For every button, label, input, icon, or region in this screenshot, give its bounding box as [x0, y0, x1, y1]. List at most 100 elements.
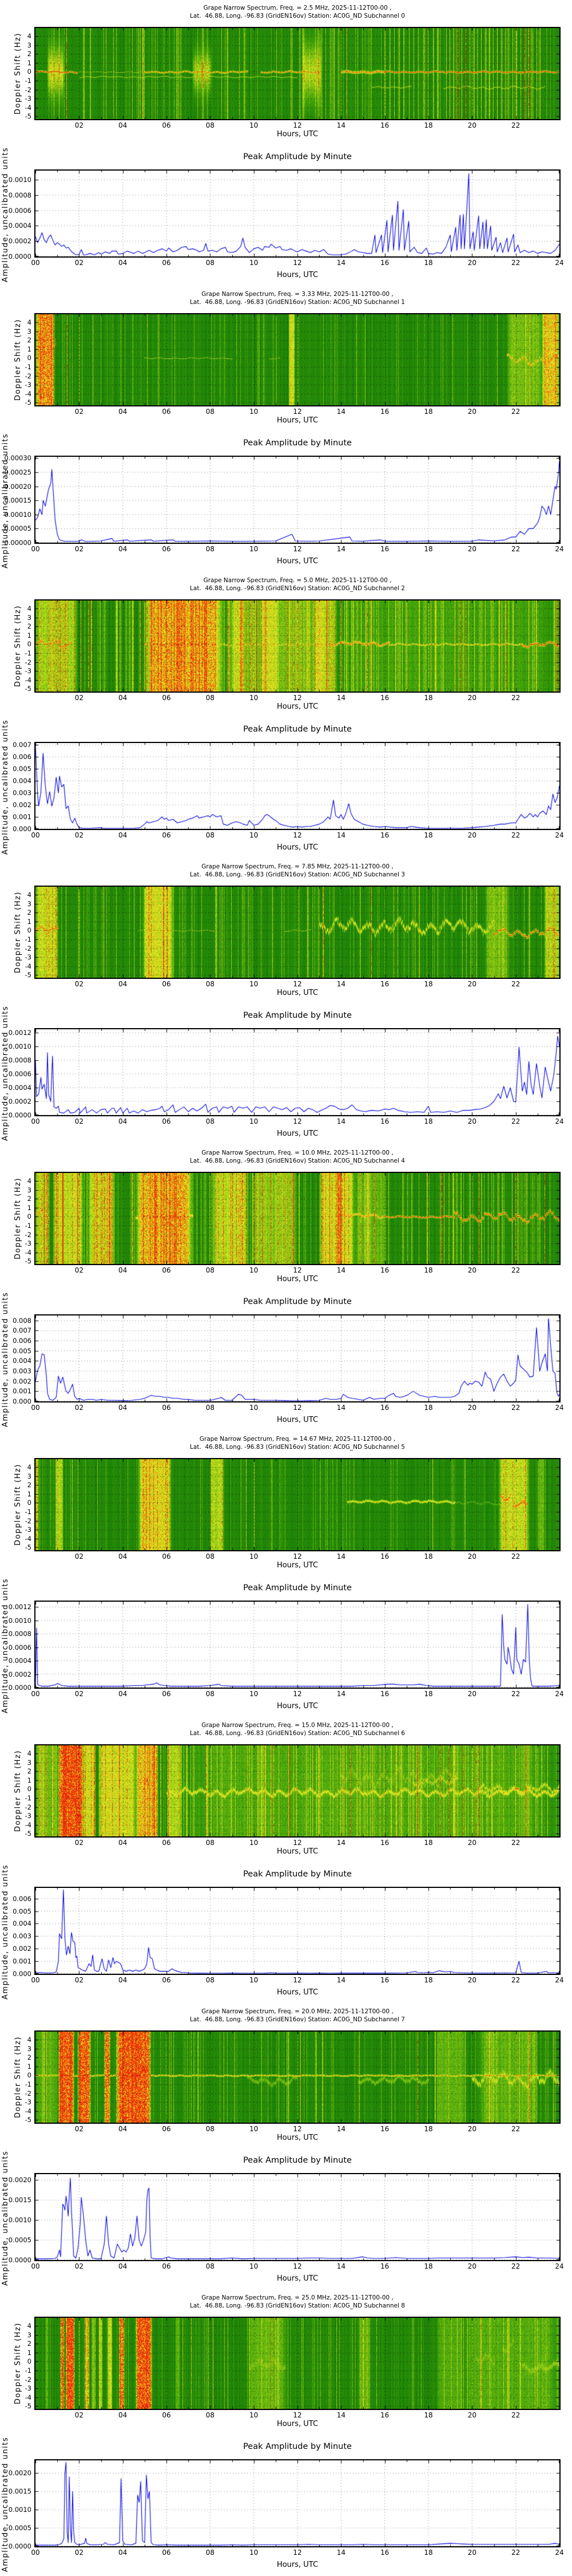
x-tick-label: 16	[380, 831, 390, 839]
x-tick-label: 14	[336, 2549, 345, 2557]
amplitude-line-canvas	[35, 171, 559, 256]
x-tick-label: 08	[205, 545, 214, 553]
amplitude-figure: Peak Amplitude by Minute Amplitude, unca…	[0, 716, 572, 859]
x-tick-label: 14	[336, 980, 345, 988]
x-axis-label: Hours, UTC	[276, 557, 319, 566]
x-tick-label: 04	[118, 1404, 128, 1412]
x-tick-label: 20	[467, 1117, 476, 1125]
spectrogram-figure: Grape Narrow Spectrum, Freq. = 25.0 MHz,…	[0, 2290, 572, 2433]
x-tick-label: 14	[336, 408, 345, 416]
x-tick-label: 24	[555, 831, 564, 839]
x-tick-label: 02	[74, 1690, 84, 1698]
y-axis-label: Amplitude, uncalibrated units	[1, 1578, 10, 1714]
x-tick-label: 18	[424, 2125, 433, 2133]
x-tick-label: 24	[555, 1976, 564, 1984]
x-tick-label: 22	[511, 408, 521, 416]
x-tick-label: 22	[511, 831, 521, 839]
x-tick-label: 18	[424, 831, 433, 839]
x-axis-label: Hours, UTC	[276, 416, 319, 425]
spectrogram-figure: Grape Narrow Spectrum, Freq. = 2.5 MHz, …	[0, 0, 572, 143]
x-tick-label: 04	[118, 2411, 128, 2419]
x-tick-label: 16	[380, 259, 390, 267]
x-tick-label: 22	[511, 2262, 521, 2270]
x-tick-label: 06	[162, 694, 171, 702]
spectrogram-title-line2: Lat. 46.88, Long. -96.83 (GridEN16ov) St…	[190, 13, 405, 19]
y-axis-label: Doppler Shift (Hz)	[14, 2322, 22, 2404]
x-tick-label: 02	[74, 1117, 84, 1125]
x-tick-label: 08	[205, 1690, 214, 1698]
x-tick-label: 10	[249, 1117, 259, 1125]
x-axis-label: Hours, UTC	[276, 2561, 319, 2569]
plot-area	[34, 1028, 561, 1116]
y-axis-label: Amplitude, uncalibrated units	[1, 1864, 10, 2000]
spectrogram-canvas	[35, 1745, 559, 1836]
amplitude-title: Peak Amplitude by Minute	[243, 438, 352, 448]
spectrogram-title-line1: Grape Narrow Spectrum, Freq. = 25.0 MHz,…	[201, 2294, 394, 2301]
x-tick-label: 04	[118, 1839, 128, 1847]
x-tick-label: 08	[205, 2125, 214, 2133]
x-axis-label: Hours, UTC	[276, 1847, 319, 1856]
x-tick-label: 08	[205, 2411, 214, 2419]
spectrogram-canvas	[35, 314, 559, 405]
x-tick-label: 24	[555, 259, 564, 267]
x-tick-label: 12	[293, 1839, 302, 1847]
x-tick-label: 06	[162, 2549, 171, 2557]
x-tick-label: 22	[511, 1266, 521, 1274]
y-axis-label: Doppler Shift (Hz)	[14, 1750, 22, 1832]
x-tick-label: 04	[118, 831, 128, 839]
x-tick-label: 10	[249, 408, 259, 416]
x-tick-label: 24	[555, 1690, 564, 1698]
x-tick-label: 12	[293, 980, 302, 988]
x-tick-label: 16	[380, 1839, 390, 1847]
x-tick-label: 08	[205, 831, 214, 839]
x-tick-label: 16	[380, 2411, 390, 2419]
x-axis-label: Hours, UTC	[276, 1988, 319, 1997]
x-tick-label: 04	[118, 1690, 128, 1698]
x-tick-label: 16	[380, 2549, 390, 2557]
x-tick-label: 14	[336, 2411, 345, 2419]
x-tick-label: 12	[293, 2549, 302, 2557]
spectrogram-title-line2: Lat. 46.88, Long. -96.83 (GridEN16ov) St…	[190, 2016, 405, 2023]
amplitude-title: Peak Amplitude by Minute	[243, 152, 352, 161]
x-tick-label: 22	[511, 1976, 521, 1984]
plot-area	[34, 313, 561, 406]
x-tick-label: 20	[467, 1266, 476, 1274]
y-axis-label: Amplitude, uncalibrated units	[1, 1005, 10, 1141]
y-axis-label: Amplitude, uncalibrated units	[1, 433, 10, 569]
x-tick-label: 00	[31, 1404, 40, 1412]
spectrogram-title-line1: Grape Narrow Spectrum, Freq. = 5.0 MHz, …	[203, 577, 392, 584]
x-tick-label: 14	[336, 1690, 345, 1698]
amplitude-figure: Peak Amplitude by Minute Amplitude, unca…	[0, 429, 572, 572]
x-tick-label: 08	[205, 1266, 214, 1274]
spectrogram-canvas	[35, 28, 559, 119]
spectrogram-title-line1: Grape Narrow Spectrum, Freq. = 15.0 MHz,…	[201, 1722, 394, 1729]
x-tick-label: 00	[31, 2549, 40, 2557]
spectrogram-canvas	[35, 600, 559, 692]
x-tick-label: 00	[31, 1690, 40, 1698]
x-tick-label: 02	[74, 694, 84, 702]
x-tick-label: 06	[162, 1839, 171, 1847]
x-tick-label: 10	[249, 1690, 259, 1698]
amplitude-line-canvas	[35, 1315, 559, 1401]
spectrogram-canvas	[35, 2318, 559, 2409]
plot-area	[34, 886, 561, 979]
x-tick-label: 12	[293, 2411, 302, 2419]
x-axis-label: Hours, UTC	[276, 130, 319, 139]
x-tick-label: 12	[293, 259, 302, 267]
amplitude-line-canvas	[35, 1602, 559, 1688]
x-tick-label: 14	[336, 694, 345, 702]
x-tick-label: 06	[162, 1976, 171, 1984]
x-tick-label: 14	[336, 2125, 345, 2133]
x-tick-label: 22	[511, 2125, 521, 2133]
plot-area	[34, 2173, 561, 2261]
spectrogram-title-line2: Lat. 46.88, Long. -96.83 (GridEN16ov) St…	[190, 585, 405, 592]
amplitude-figure: Peak Amplitude by Minute Amplitude, unca…	[0, 2147, 572, 2290]
spectrogram-figure: Grape Narrow Spectrum, Freq. = 14.67 MHz…	[0, 1431, 572, 1574]
x-tick-label: 14	[336, 2262, 345, 2270]
x-tick-label: 10	[249, 831, 259, 839]
y-axis-label: Doppler Shift (Hz)	[14, 1178, 22, 1259]
x-tick-label: 10	[249, 1839, 259, 1847]
x-tick-label: 02	[74, 121, 84, 129]
x-tick-label: 14	[336, 1404, 345, 1412]
